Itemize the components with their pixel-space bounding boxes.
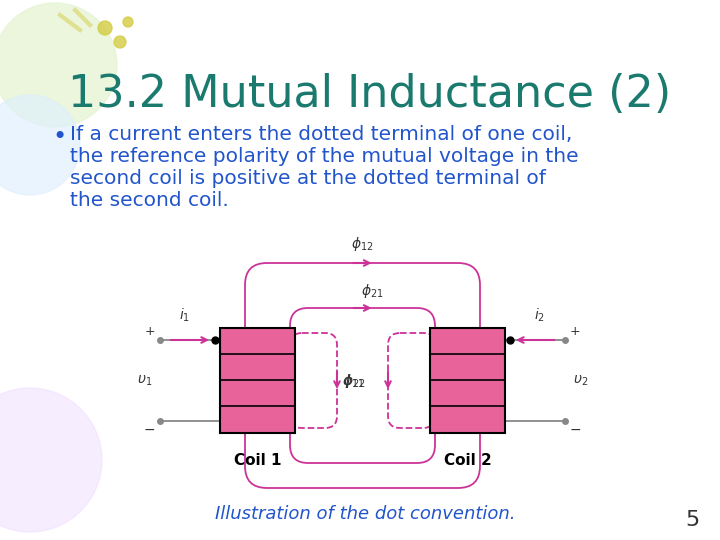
Text: the reference polarity of the mutual voltage in the: the reference polarity of the mutual vol… — [70, 147, 579, 166]
Text: $\upsilon_2$: $\upsilon_2$ — [573, 373, 588, 388]
Text: $i_2$: $i_2$ — [534, 307, 546, 324]
Text: second coil is positive at the dotted terminal of: second coil is positive at the dotted te… — [70, 169, 546, 188]
Text: $\phi_{12}$: $\phi_{12}$ — [351, 235, 374, 253]
Text: $i_1$: $i_1$ — [179, 307, 191, 324]
Circle shape — [123, 17, 133, 27]
Text: −: − — [143, 423, 155, 437]
Text: the second coil.: the second coil. — [70, 191, 229, 210]
Text: If a current enters the dotted terminal of one coil,: If a current enters the dotted terminal … — [70, 125, 572, 144]
Text: $\upsilon_1$: $\upsilon_1$ — [137, 373, 152, 388]
Circle shape — [0, 388, 102, 532]
Text: •: • — [52, 125, 66, 149]
Text: Coil 2: Coil 2 — [444, 453, 491, 468]
Text: 13.2 Mutual Inductance (2): 13.2 Mutual Inductance (2) — [68, 73, 671, 116]
Circle shape — [0, 95, 80, 195]
Text: $\phi_{11}$: $\phi_{11}$ — [342, 372, 364, 389]
Text: $\phi_{21}$: $\phi_{21}$ — [361, 282, 384, 300]
Bar — [430, 328, 505, 433]
Circle shape — [98, 21, 112, 35]
Text: +: + — [145, 325, 155, 338]
Text: −: − — [570, 423, 582, 437]
Text: +: + — [570, 325, 580, 338]
Text: Coil 1: Coil 1 — [234, 453, 282, 468]
Bar — [220, 328, 295, 433]
Text: Illustration of the dot convention.: Illustration of the dot convention. — [215, 505, 516, 523]
Text: 5: 5 — [685, 510, 700, 530]
Text: $\phi_{22}$: $\phi_{22}$ — [343, 372, 366, 389]
Circle shape — [0, 3, 117, 127]
Circle shape — [114, 36, 126, 48]
